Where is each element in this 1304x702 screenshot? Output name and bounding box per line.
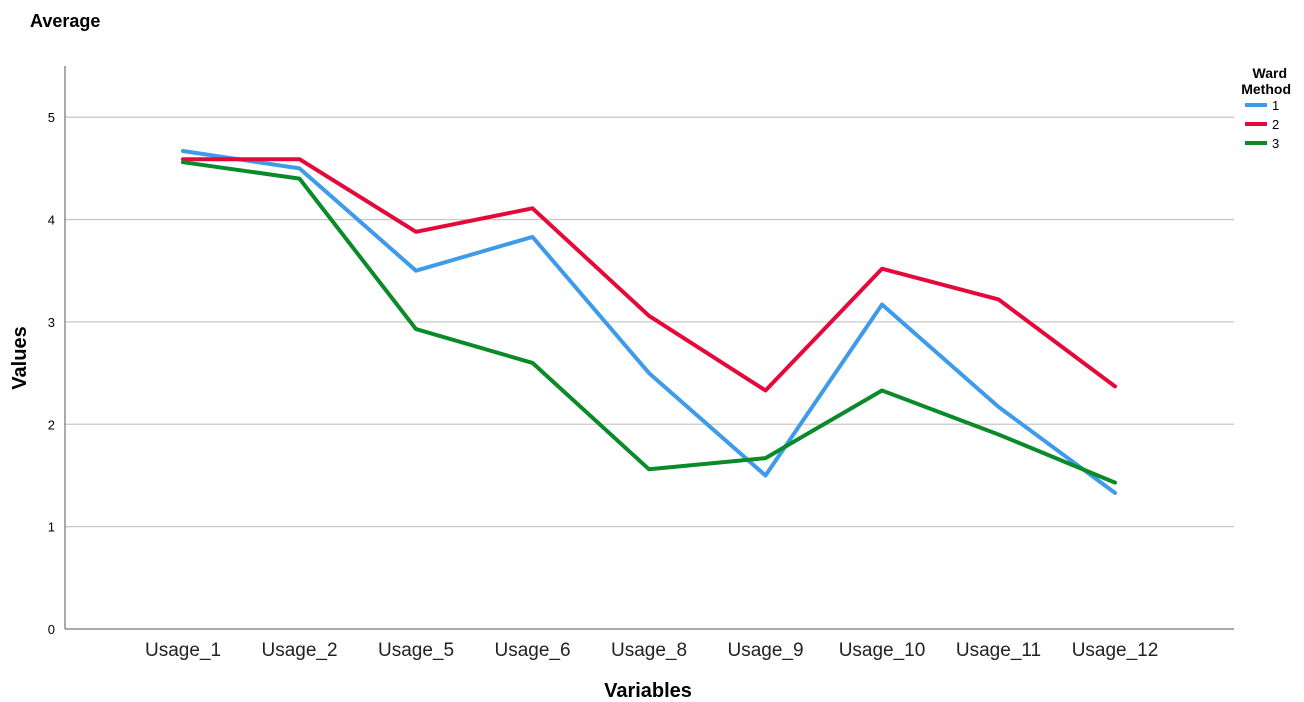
legend-label-2: 2 bbox=[1272, 117, 1279, 132]
x-tick-labels: Usage_1 Usage_2 Usage_5 Usage_6 Usage_8 Usage… bbox=[145, 640, 1158, 661]
x-tick-label: Usage_8 bbox=[611, 640, 687, 661]
axes bbox=[64, 66, 1234, 630]
series-line-2 bbox=[181, 157, 1117, 393]
x-tick-label: Usage_6 bbox=[494, 640, 570, 661]
legend-label-1: 1 bbox=[1272, 98, 1279, 113]
legend-label-3: 3 bbox=[1272, 136, 1279, 151]
legend: Ward Method 1 2 3 bbox=[1241, 65, 1291, 151]
x-tick-label: Usage_2 bbox=[261, 640, 337, 661]
x-tick-label: Usage_9 bbox=[727, 640, 803, 661]
y-tick-label: 2 bbox=[48, 417, 55, 432]
y-axis-title: Values bbox=[9, 326, 31, 389]
x-tick-label: Usage_10 bbox=[839, 640, 926, 661]
legend-title-line-2: Method bbox=[1241, 81, 1291, 97]
chart-title: Average bbox=[30, 11, 100, 31]
y-tick-label: 1 bbox=[48, 520, 55, 535]
x-tick-label: Usage_5 bbox=[378, 640, 454, 661]
y-tick-label: 3 bbox=[48, 315, 55, 330]
y-tick-label: 5 bbox=[48, 110, 55, 125]
series-line-3 bbox=[181, 160, 1117, 485]
x-tick-label: Usage_11 bbox=[956, 640, 1041, 661]
x-tick-label: Usage_1 bbox=[145, 640, 221, 661]
series-line-1 bbox=[181, 149, 1117, 495]
series-lines bbox=[181, 149, 1117, 495]
legend-title-line-1: Ward bbox=[1253, 65, 1287, 81]
y-tick-label: 0 bbox=[48, 622, 55, 637]
gridlines bbox=[65, 116, 1234, 528]
y-tick-label: 4 bbox=[48, 213, 55, 228]
x-tick-label: Usage_12 bbox=[1072, 640, 1159, 661]
x-axis-title: Variables bbox=[604, 680, 692, 702]
y-tick-labels: 0 1 2 3 4 5 bbox=[48, 110, 55, 637]
